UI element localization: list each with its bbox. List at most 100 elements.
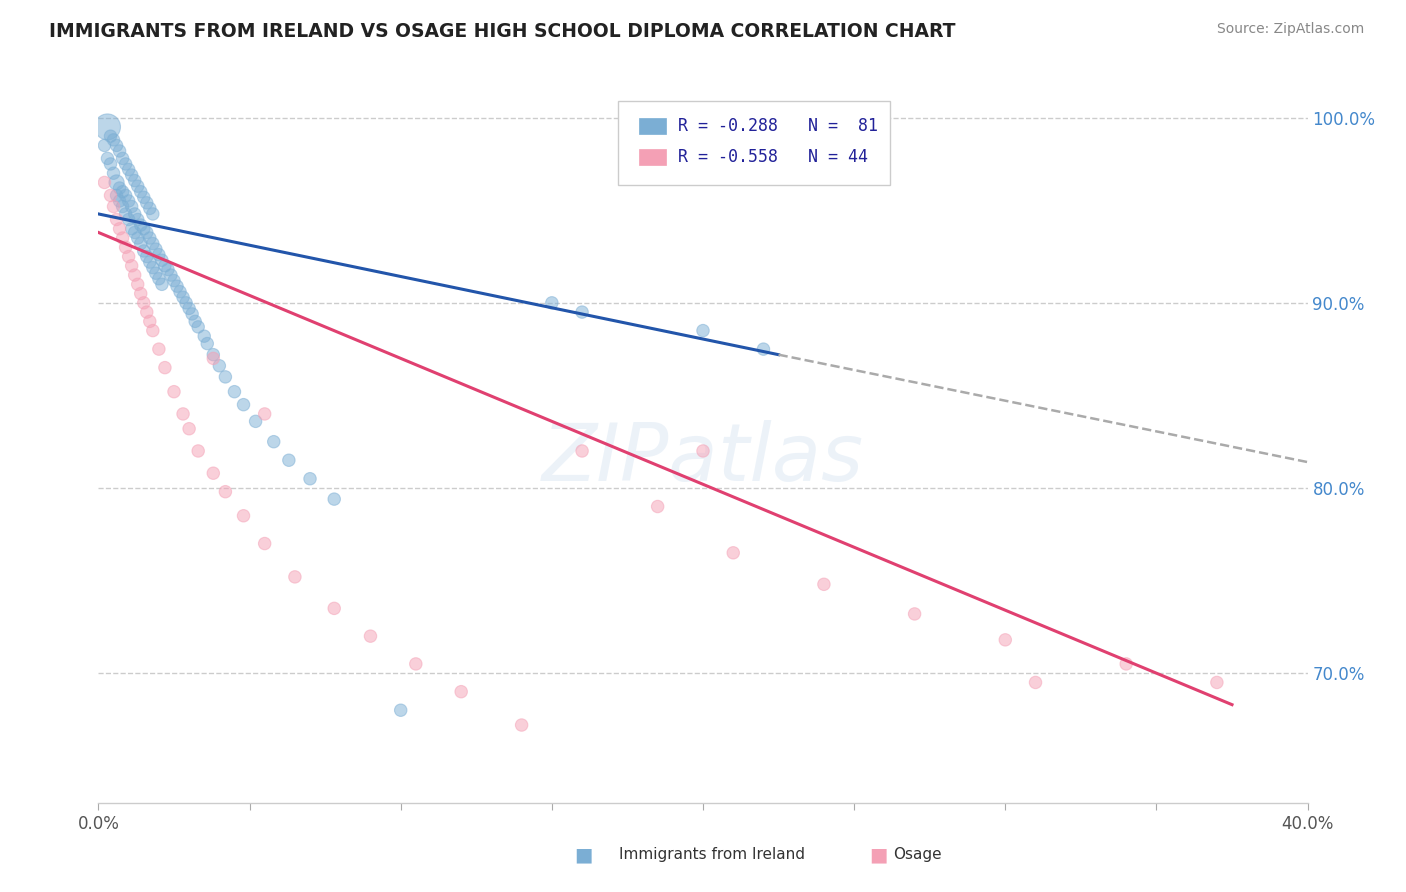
Point bbox=[692, 444, 714, 458]
Point bbox=[232, 508, 254, 523]
Text: R = -0.288   N =  81: R = -0.288 N = 81 bbox=[678, 117, 877, 136]
Point bbox=[100, 157, 122, 171]
Point bbox=[166, 279, 188, 293]
Point bbox=[752, 342, 775, 356]
Point bbox=[1024, 675, 1046, 690]
Point bbox=[118, 194, 141, 208]
Point bbox=[389, 703, 412, 717]
Point bbox=[127, 231, 149, 245]
Point bbox=[96, 152, 118, 166]
Point bbox=[121, 259, 143, 273]
Point bbox=[179, 301, 201, 316]
Bar bbox=[638, 118, 665, 135]
Point bbox=[187, 319, 209, 334]
Point bbox=[103, 133, 125, 147]
Point bbox=[121, 168, 143, 182]
Point bbox=[142, 260, 165, 275]
Point bbox=[245, 414, 267, 428]
Point bbox=[187, 444, 209, 458]
Point bbox=[105, 212, 128, 227]
Point bbox=[214, 370, 236, 384]
Point bbox=[142, 324, 165, 338]
Point bbox=[124, 268, 146, 282]
Point bbox=[323, 492, 346, 507]
Point bbox=[160, 268, 183, 282]
Point bbox=[540, 295, 562, 310]
Point bbox=[103, 200, 125, 214]
Point bbox=[124, 173, 146, 187]
Text: Source: ZipAtlas.com: Source: ZipAtlas.com bbox=[1216, 22, 1364, 37]
Point bbox=[108, 221, 131, 235]
Point bbox=[103, 166, 125, 180]
Point bbox=[108, 181, 131, 195]
Text: Immigrants from Ireland: Immigrants from Ireland bbox=[619, 847, 804, 862]
Point bbox=[127, 212, 149, 227]
Point bbox=[148, 248, 170, 262]
Point bbox=[139, 231, 162, 245]
Point bbox=[510, 718, 533, 732]
Point bbox=[202, 351, 225, 366]
Point bbox=[142, 236, 165, 251]
Point bbox=[132, 221, 155, 235]
Point bbox=[299, 472, 322, 486]
Point bbox=[994, 632, 1017, 647]
Point bbox=[105, 176, 128, 190]
Point bbox=[195, 336, 218, 351]
Point bbox=[181, 307, 204, 321]
Point bbox=[121, 221, 143, 235]
Point bbox=[139, 255, 162, 269]
Point bbox=[172, 290, 194, 304]
Point bbox=[150, 277, 173, 292]
Point bbox=[135, 195, 157, 210]
Point bbox=[105, 138, 128, 153]
Point bbox=[163, 384, 186, 399]
Point bbox=[114, 207, 136, 221]
Point bbox=[1115, 657, 1137, 671]
Point bbox=[139, 314, 162, 328]
Point bbox=[224, 384, 246, 399]
Point bbox=[105, 188, 128, 202]
Point bbox=[571, 305, 593, 319]
Point bbox=[323, 601, 346, 615]
Point bbox=[127, 179, 149, 194]
Point bbox=[723, 546, 745, 560]
Point bbox=[132, 244, 155, 258]
Point bbox=[153, 259, 176, 273]
Point bbox=[114, 157, 136, 171]
Point bbox=[135, 226, 157, 240]
Text: ZIPatlas: ZIPatlas bbox=[541, 420, 865, 498]
Point bbox=[202, 348, 225, 362]
Point bbox=[145, 242, 167, 256]
Point bbox=[148, 342, 170, 356]
Point bbox=[153, 360, 176, 375]
Point bbox=[156, 262, 179, 277]
Point bbox=[145, 266, 167, 280]
Point bbox=[253, 407, 276, 421]
Point bbox=[277, 453, 299, 467]
Point bbox=[647, 500, 669, 514]
Point bbox=[169, 285, 191, 299]
Point bbox=[93, 138, 115, 153]
Point bbox=[118, 212, 141, 227]
Point bbox=[93, 176, 115, 190]
Point bbox=[148, 272, 170, 286]
Point bbox=[132, 190, 155, 204]
Point bbox=[150, 253, 173, 268]
Point bbox=[100, 129, 122, 144]
Point bbox=[118, 250, 141, 264]
Point bbox=[813, 577, 835, 591]
Point bbox=[360, 629, 382, 643]
Point bbox=[184, 314, 207, 328]
Point bbox=[96, 120, 118, 134]
Point bbox=[193, 329, 215, 343]
Point bbox=[179, 422, 201, 436]
Point bbox=[1206, 675, 1229, 690]
Point bbox=[100, 188, 122, 202]
Point bbox=[127, 277, 149, 292]
Point bbox=[135, 250, 157, 264]
Text: IMMIGRANTS FROM IRELAND VS OSAGE HIGH SCHOOL DIPLOMA CORRELATION CHART: IMMIGRANTS FROM IRELAND VS OSAGE HIGH SC… bbox=[49, 22, 956, 41]
Point bbox=[263, 434, 285, 449]
Point bbox=[111, 231, 134, 245]
FancyBboxPatch shape bbox=[619, 101, 890, 185]
Point bbox=[129, 218, 152, 232]
